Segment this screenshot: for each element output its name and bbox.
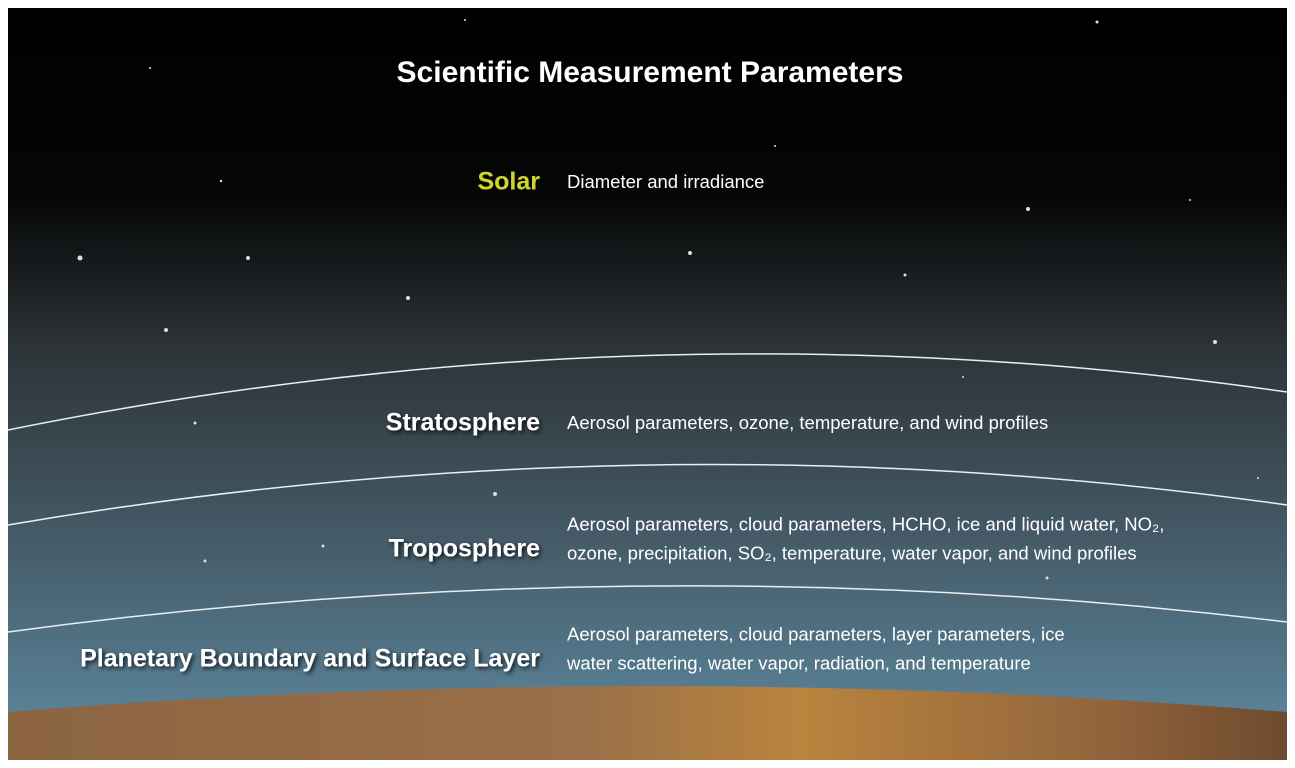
troposphere-boundary [7, 463, 1288, 526]
layer-name: Planetary Boundary and Surface Layer [80, 645, 540, 673]
ground [8, 686, 1287, 760]
layer-name: Troposphere [389, 535, 541, 563]
layer-name: Solar [477, 168, 540, 196]
layer-description: Aerosol parameters, ozone, temperature, … [567, 412, 1048, 433]
title: Scientific Measurement Parameters [397, 56, 904, 89]
layer-description: Aerosol parameters, cloud parameters, HC… [567, 513, 1164, 534]
boundary-layer-line [7, 585, 1288, 633]
layer-name: Stratosphere [386, 409, 540, 437]
sky [8, 8, 1287, 760]
stratosphere-boundary [7, 353, 1288, 431]
stars [77, 19, 1259, 580]
layer-description: Aerosol parameters, cloud parameters, la… [567, 623, 1065, 644]
layer-description: Diameter and irradiance [567, 171, 764, 192]
layer-description: ozone, precipitation, SO₂, temperature, … [567, 542, 1137, 563]
layer-description: water scattering, water vapor, radiation… [566, 652, 1031, 673]
